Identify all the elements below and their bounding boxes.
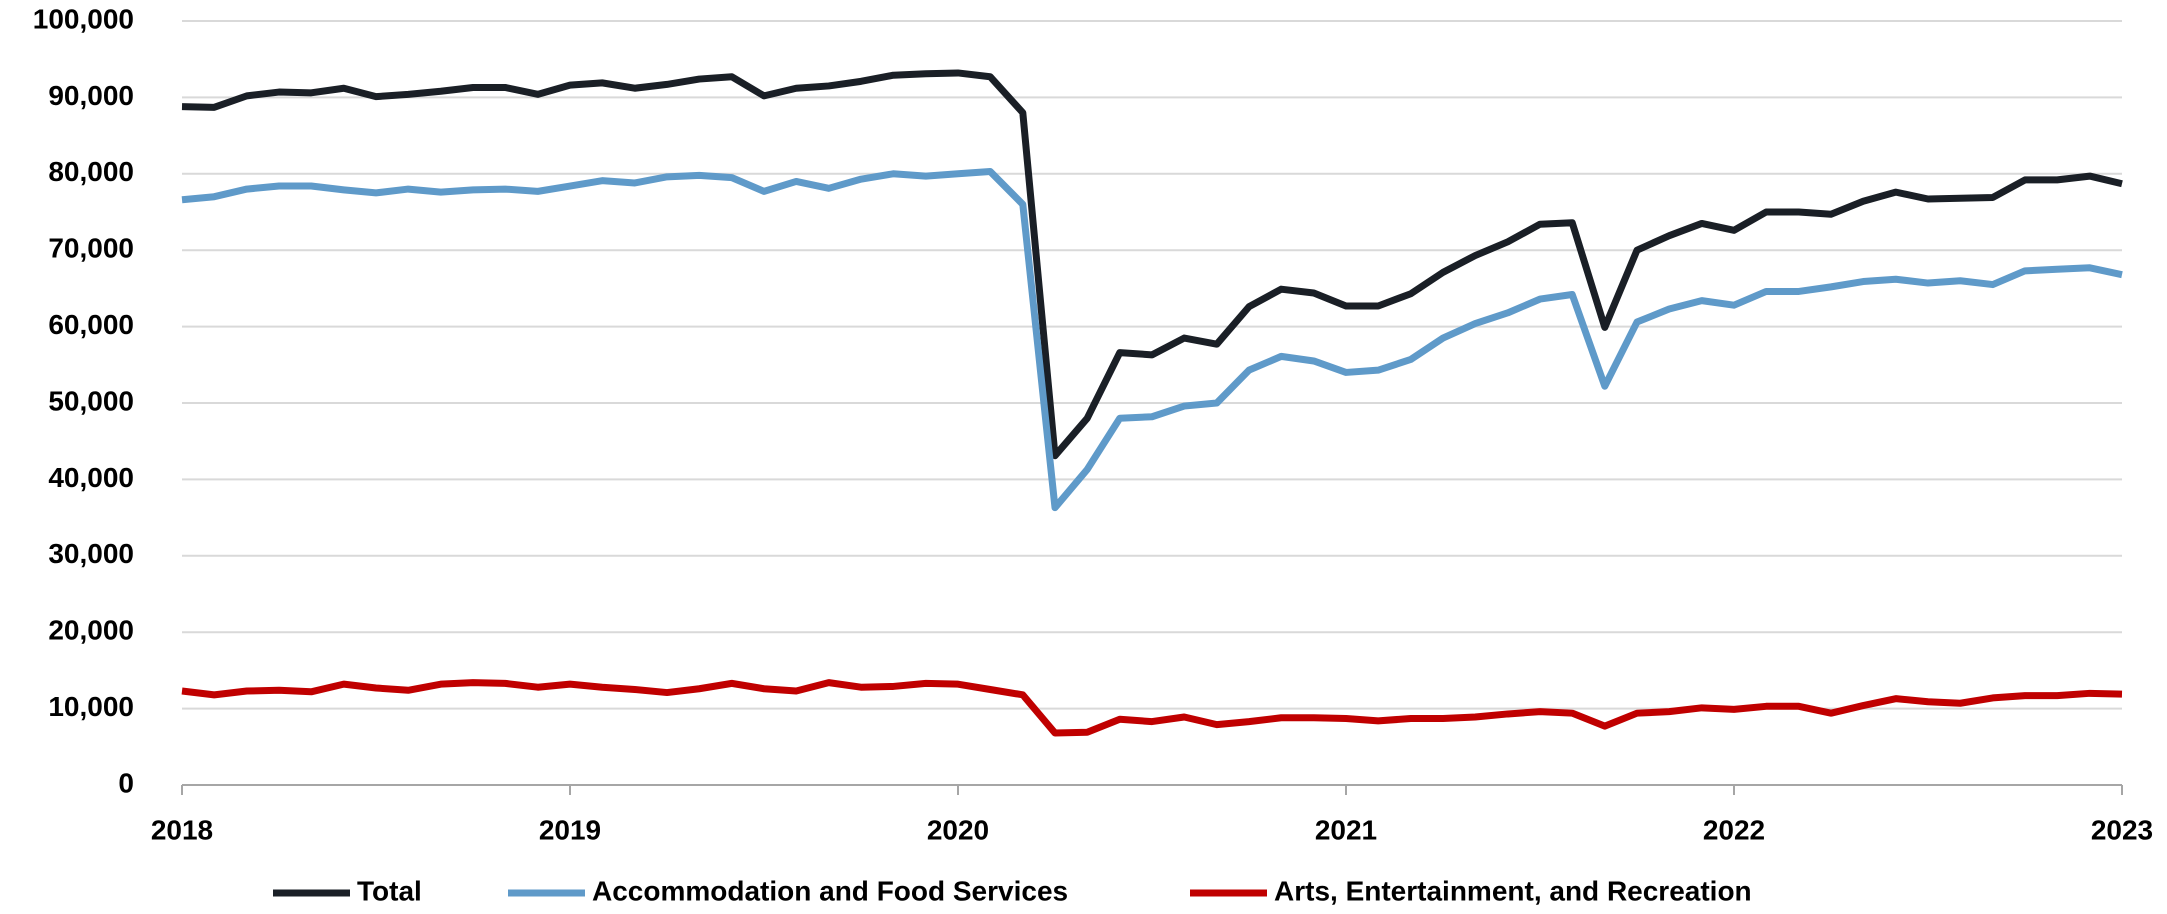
y-tick-label: 40,000: [48, 462, 134, 493]
series-line: [181, 679, 2123, 737]
y-tick-label: 80,000: [48, 156, 134, 187]
x-tick-label: 2020: [927, 814, 989, 845]
y-tick-label: 90,000: [48, 80, 134, 111]
y-tick-label: 50,000: [48, 385, 134, 416]
y-tick-label: 30,000: [48, 538, 134, 569]
series-line: [181, 168, 2123, 512]
x-tick-label: 2019: [539, 814, 601, 845]
legend-label: Total: [357, 875, 422, 906]
series-line: [181, 69, 2123, 460]
x-tick-label: 2021: [1315, 814, 1377, 845]
y-tick-label: 70,000: [48, 233, 134, 264]
y-tick-label: 60,000: [48, 309, 134, 340]
y-tick-label: 10,000: [48, 691, 134, 722]
y-tick-label: 20,000: [48, 615, 134, 646]
x-tick-label: 2023: [2091, 814, 2153, 845]
x-tick-label: 2018: [151, 814, 213, 845]
legend-label: Arts, Entertainment, and Recreation: [1274, 875, 1752, 906]
legend-label: Accommodation and Food Services: [592, 875, 1068, 906]
y-tick-label: 100,000: [33, 3, 134, 34]
x-tick-label: 2022: [1703, 814, 1765, 845]
y-tick-label: 0: [118, 767, 134, 798]
